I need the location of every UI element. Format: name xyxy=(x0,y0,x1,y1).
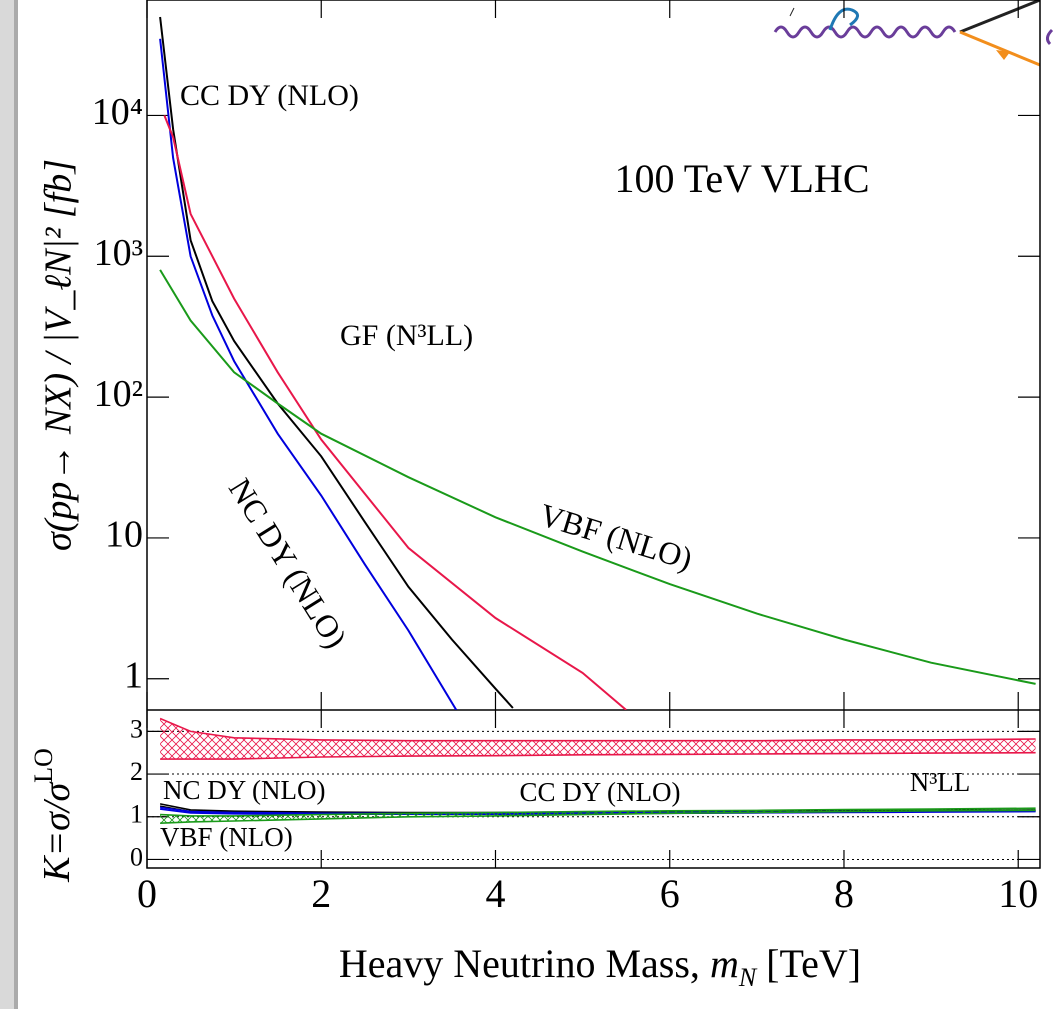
x-tick-label: 8 xyxy=(834,871,854,916)
y-tick-label: 0 xyxy=(130,842,143,871)
y-tick-label: 1 xyxy=(130,800,143,829)
band-upper xyxy=(159,717,1036,742)
y-tick-label: 10³ xyxy=(94,232,143,274)
plot-frame xyxy=(146,0,1041,869)
y-tick-label: 10 xyxy=(105,514,143,556)
curves xyxy=(159,16,1036,710)
wavy-line xyxy=(773,25,957,39)
fermion-line xyxy=(959,0,1041,34)
y-axis-title: K=σ/σLO xyxy=(29,748,78,883)
band-lower xyxy=(160,809,1036,824)
y-tick-label: 10² xyxy=(94,373,143,415)
wavy-line xyxy=(1045,28,1054,46)
band-upper xyxy=(160,807,1036,817)
x-tick-label: 4 xyxy=(485,871,505,916)
x-tick-label: 2 xyxy=(311,871,331,916)
band-lower xyxy=(160,751,1036,760)
x-axis-title-main: Heavy Neutrino Mass, xyxy=(339,941,710,986)
y-tick-label: 3 xyxy=(130,714,143,743)
series-line xyxy=(163,115,627,710)
series-label: NC DY (NLO) xyxy=(222,472,355,654)
annotation: 100 TeV VLHC xyxy=(615,156,870,201)
x-axis-title: Heavy Neutrino Mass, mN [TeV] xyxy=(339,941,861,992)
x-tick-label: 6 xyxy=(660,871,680,916)
y-axis-title: σ(pp→ NX) / |V_ℓN|² [fb] xyxy=(38,159,80,551)
bands xyxy=(159,717,1036,824)
gluon-line xyxy=(828,7,859,31)
series-label: VBF (NLO) xyxy=(160,822,293,852)
y-axis-title-main: K=σ/σ xyxy=(36,782,78,883)
x-tick-label: 0 xyxy=(137,871,157,916)
y-tick-label: 1 xyxy=(124,654,143,696)
series-label: N³LL xyxy=(910,767,971,797)
tick-fragment xyxy=(789,7,795,17)
series-label: CC DY (NLO) xyxy=(520,777,681,807)
x-tick-label: 10 xyxy=(998,871,1038,916)
band-fill xyxy=(160,718,1036,760)
side-shadow xyxy=(14,0,18,1009)
series-line xyxy=(159,38,458,710)
series-line xyxy=(159,269,1036,685)
y-axis-title-sup: LO xyxy=(29,748,58,783)
x-axis-title-var: m xyxy=(710,941,739,986)
side-strip xyxy=(0,0,14,1009)
x-axis-title-sub: N xyxy=(738,963,758,992)
y-tick-label: 2 xyxy=(130,757,143,786)
series-label: GF (N³LL) xyxy=(340,319,473,352)
diagram-fragment xyxy=(773,0,1054,67)
arrow xyxy=(996,50,1010,60)
fermion-line xyxy=(959,30,1041,67)
series-label: NC DY (NLO) xyxy=(163,775,325,805)
x-axis-title-unit: [TeV] xyxy=(756,941,861,986)
series-line xyxy=(159,16,514,709)
y-tick-label: 10⁴ xyxy=(92,91,143,133)
series-label: CC DY (NLO) xyxy=(180,79,359,112)
